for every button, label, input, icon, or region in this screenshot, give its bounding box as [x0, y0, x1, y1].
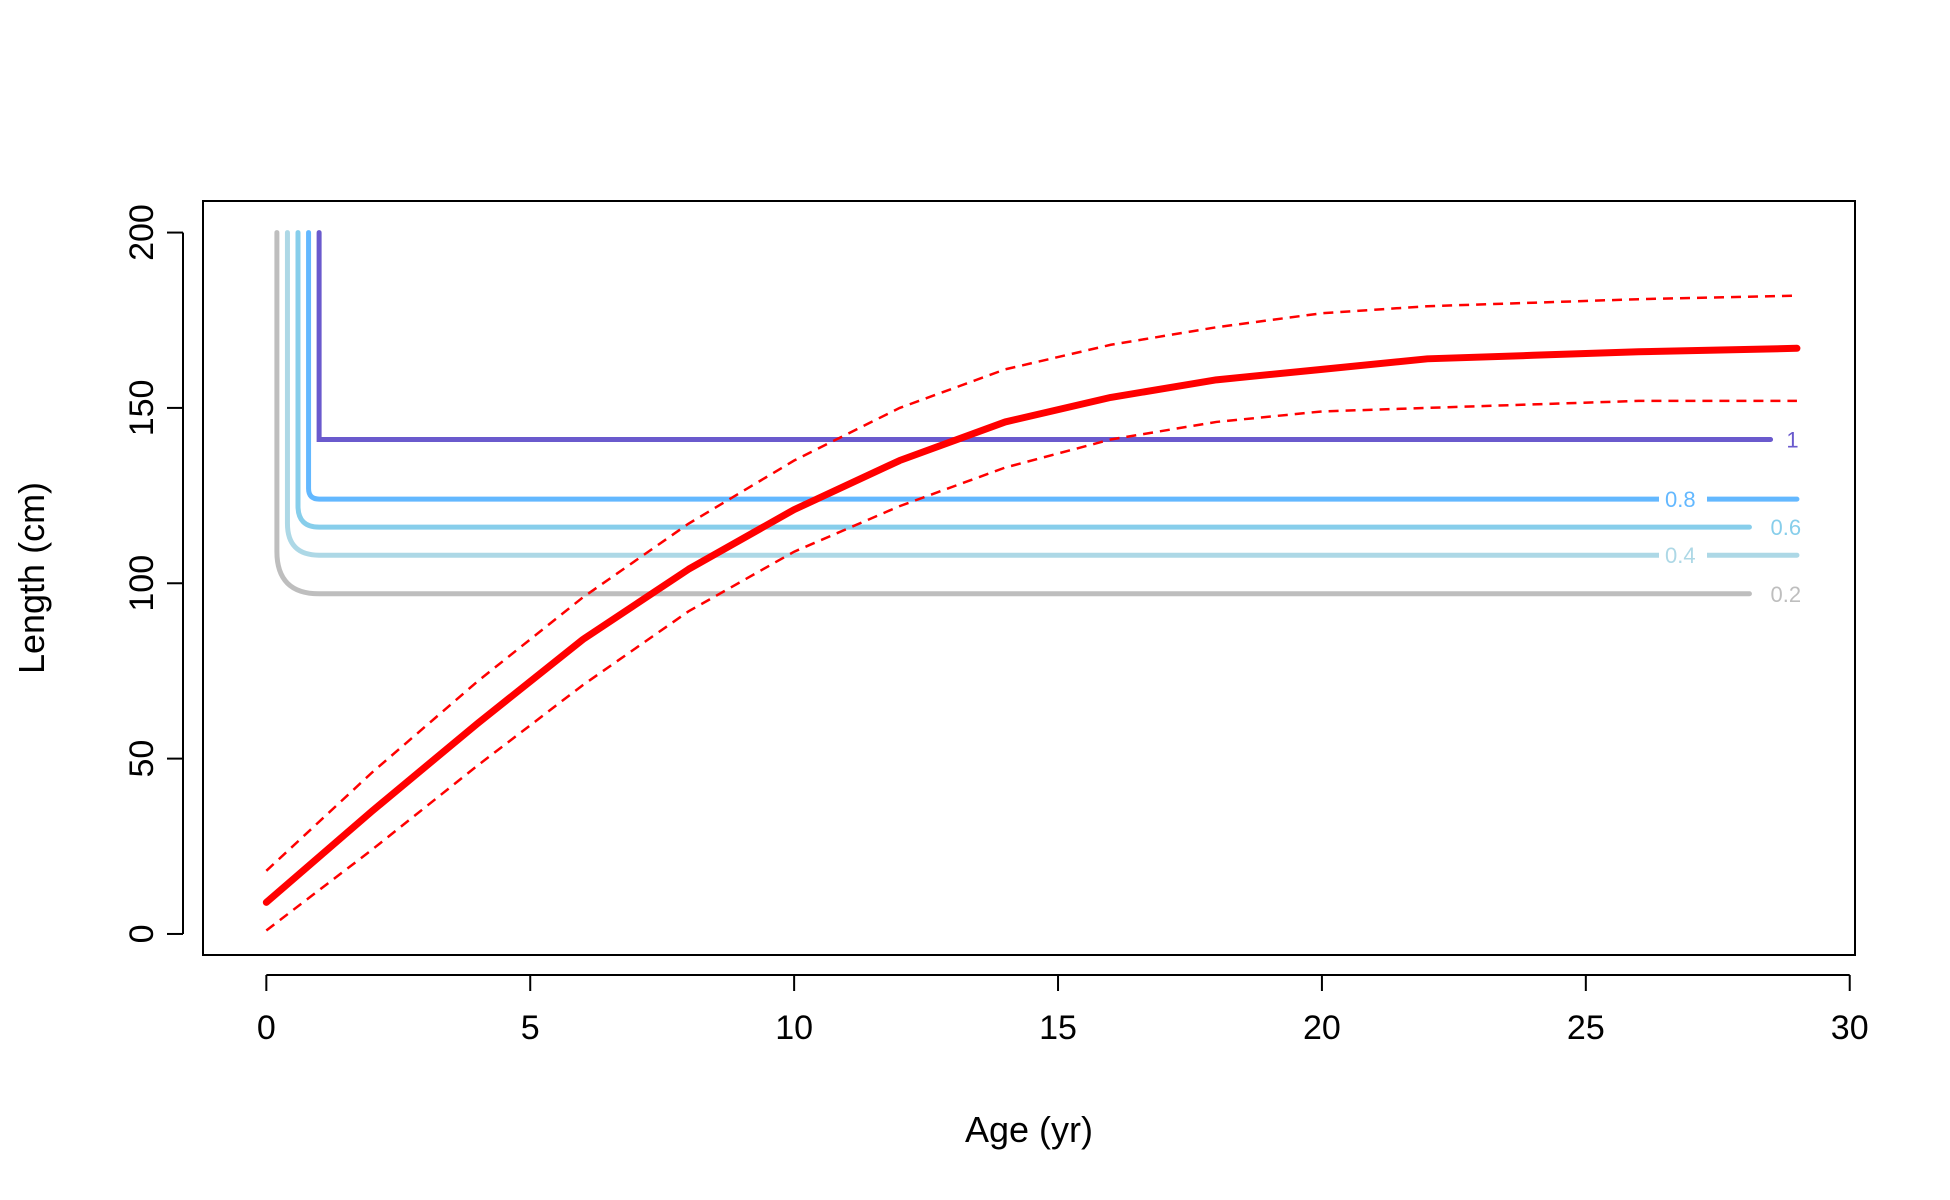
y-tick-label: 150 — [123, 380, 161, 437]
contour-label-0.4: 0.4 — [1665, 543, 1696, 568]
contour-line-1 — [316, 230, 1774, 442]
contour-label-backdrop — [1764, 514, 1813, 541]
x-tick-label: 30 — [1831, 1009, 1869, 1047]
plot-frame — [202, 200, 1856, 956]
growth-upper-bound — [265, 294, 1797, 872]
x-tick-label: 15 — [1039, 1009, 1077, 1047]
contour-label-0.6: 0.6 — [1771, 515, 1802, 540]
x-axis-title: Age (yr) — [965, 1109, 1093, 1150]
x-tick-label: 10 — [775, 1009, 813, 1047]
contour-label-0.2: 0.2 — [1771, 582, 1802, 607]
y-tick-label: 100 — [123, 555, 161, 612]
growth-mean-line — [262, 344, 1801, 906]
contour-label-backdrop — [1658, 542, 1707, 569]
contour-label-0.8: 0.8 — [1665, 487, 1696, 512]
x-tick-label: 0 — [257, 1009, 276, 1047]
contour-label-backdrop — [1658, 486, 1707, 513]
y-axis-title: Length (cm) — [11, 482, 52, 674]
contour-line-0.6 — [295, 230, 1752, 530]
growth-lower-bound — [265, 399, 1797, 932]
contour-lines: 0.2 0.4 0.6 0.8 1 — [274, 230, 1813, 607]
contour-label-1: 1 — [1786, 427, 1798, 452]
x-tick-label: 25 — [1567, 1009, 1605, 1047]
axes: 0 5 10 15 20 25 30 0 50 100 150 200 — [123, 204, 1869, 1047]
y-tick-label: 200 — [123, 204, 161, 261]
y-tick-label: 0 — [123, 924, 161, 943]
growth-curve — [262, 294, 1801, 932]
x-tick-label: 5 — [521, 1009, 540, 1047]
x-tick-label: 20 — [1303, 1009, 1341, 1047]
contour-line-0.2 — [274, 230, 1752, 597]
contour-label-backdrop — [1780, 426, 1805, 453]
contour-line-0.4 — [284, 230, 1800, 558]
contour-label-backdrop — [1764, 580, 1813, 607]
y-tick-label: 50 — [123, 740, 161, 778]
contour-line-0.8 — [306, 230, 1800, 502]
